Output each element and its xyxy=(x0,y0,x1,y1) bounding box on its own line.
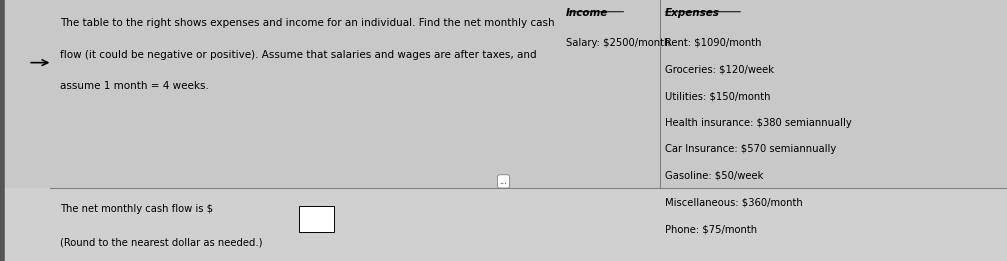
Text: (Round to the nearest dollar as needed.): (Round to the nearest dollar as needed.) xyxy=(60,238,263,247)
Text: Miscellaneous: $360/month: Miscellaneous: $360/month xyxy=(665,198,803,207)
FancyBboxPatch shape xyxy=(0,188,1007,261)
Text: Gasoline: $50/week: Gasoline: $50/week xyxy=(665,171,763,181)
Text: Salary: $2500/month: Salary: $2500/month xyxy=(566,38,671,48)
Text: Car Insurance: $570 semiannually: Car Insurance: $570 semiannually xyxy=(665,144,836,154)
Text: The table to the right shows expenses and income for an individual. Find the net: The table to the right shows expenses an… xyxy=(60,18,555,28)
Text: Groceries: $120/week: Groceries: $120/week xyxy=(665,64,773,74)
Text: flow (it could be negative or positive). Assume that salaries and wages are afte: flow (it could be negative or positive).… xyxy=(60,50,537,60)
Text: Expenses: Expenses xyxy=(665,8,719,18)
Text: Phone: $75/month: Phone: $75/month xyxy=(665,224,756,234)
Text: Rent: $1090/month: Rent: $1090/month xyxy=(665,38,761,48)
Text: ...: ... xyxy=(499,177,508,186)
Text: assume 1 month = 4 weeks.: assume 1 month = 4 weeks. xyxy=(60,81,209,91)
Text: The net monthly cash flow is $: The net monthly cash flow is $ xyxy=(60,204,213,213)
Text: Utilities: $150/month: Utilities: $150/month xyxy=(665,91,770,101)
FancyBboxPatch shape xyxy=(299,206,334,232)
Text: Income: Income xyxy=(566,8,608,18)
Text: Health insurance: $380 semiannually: Health insurance: $380 semiannually xyxy=(665,118,851,128)
